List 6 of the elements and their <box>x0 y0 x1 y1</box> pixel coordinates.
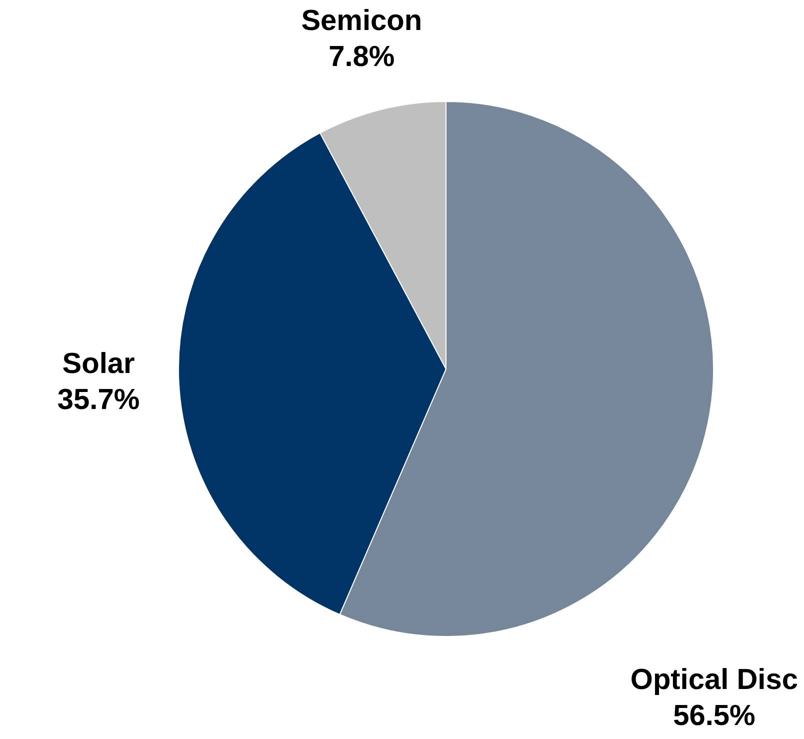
data-label: 7.8% <box>328 41 395 73</box>
slice-label: Optical Disc <box>630 664 798 696</box>
slice-label: Solar <box>62 348 135 380</box>
data-label: 56.5% <box>673 700 756 732</box>
slice-label: Semicon <box>301 5 422 37</box>
data-label: 35.7% <box>57 384 140 416</box>
